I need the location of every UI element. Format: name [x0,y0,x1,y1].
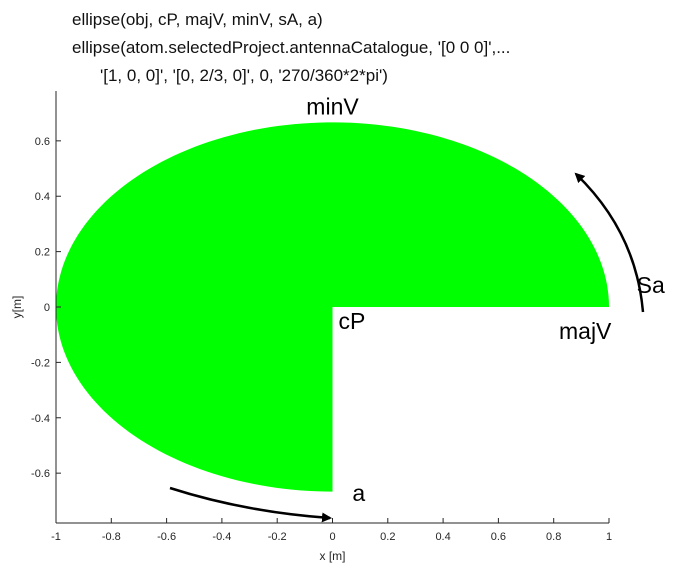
y-tick-label: -0.4 [31,413,50,425]
code-line-2: ellipse(atom.selectedProject.antennaCata… [72,38,511,57]
ellipse-sector [56,122,609,492]
y-tick-label: 0.6 [35,136,50,148]
x-tick-label: 0 [329,531,335,543]
y-tick-label: -0.2 [31,357,50,369]
y-tick-label: -0.6 [31,468,50,480]
y-axis-label: y[m] [10,296,24,319]
y-tick-label: 0.4 [35,191,50,203]
x-tick-label: -0.4 [212,531,231,543]
x-tick-label: 0.8 [546,531,561,543]
annotation-cp-label: cP [339,308,366,334]
x-tick-label: 1 [606,531,612,543]
x-tick-label: 0.2 [380,531,395,543]
annotation-minv-label: minV [306,93,359,119]
code-line-1: ellipse(obj, cP, majV, minV, sA, a) [72,10,323,29]
x-tick-label: -0.8 [102,531,121,543]
x-tick-label: -0.2 [268,531,287,543]
x-axis-label: x [m] [320,549,346,563]
x-tick-label: -0.6 [157,531,176,543]
sweep-angle-arrow [169,486,332,523]
y-tick-label: 0 [44,302,50,314]
y-tick-label: 0.2 [35,247,50,259]
annotation-majv-label: majV [559,318,612,344]
start-angle-arrow [574,172,645,313]
x-tick-label: 0.6 [491,531,506,543]
x-tick-label: 0.4 [435,531,450,543]
annotation-a-label: a [352,480,365,506]
code-line-3: '[1, 0, 0]', '[0, 2/3, 0]', 0, '270/360*… [100,66,388,85]
x-tick-label: -1 [51,531,61,543]
